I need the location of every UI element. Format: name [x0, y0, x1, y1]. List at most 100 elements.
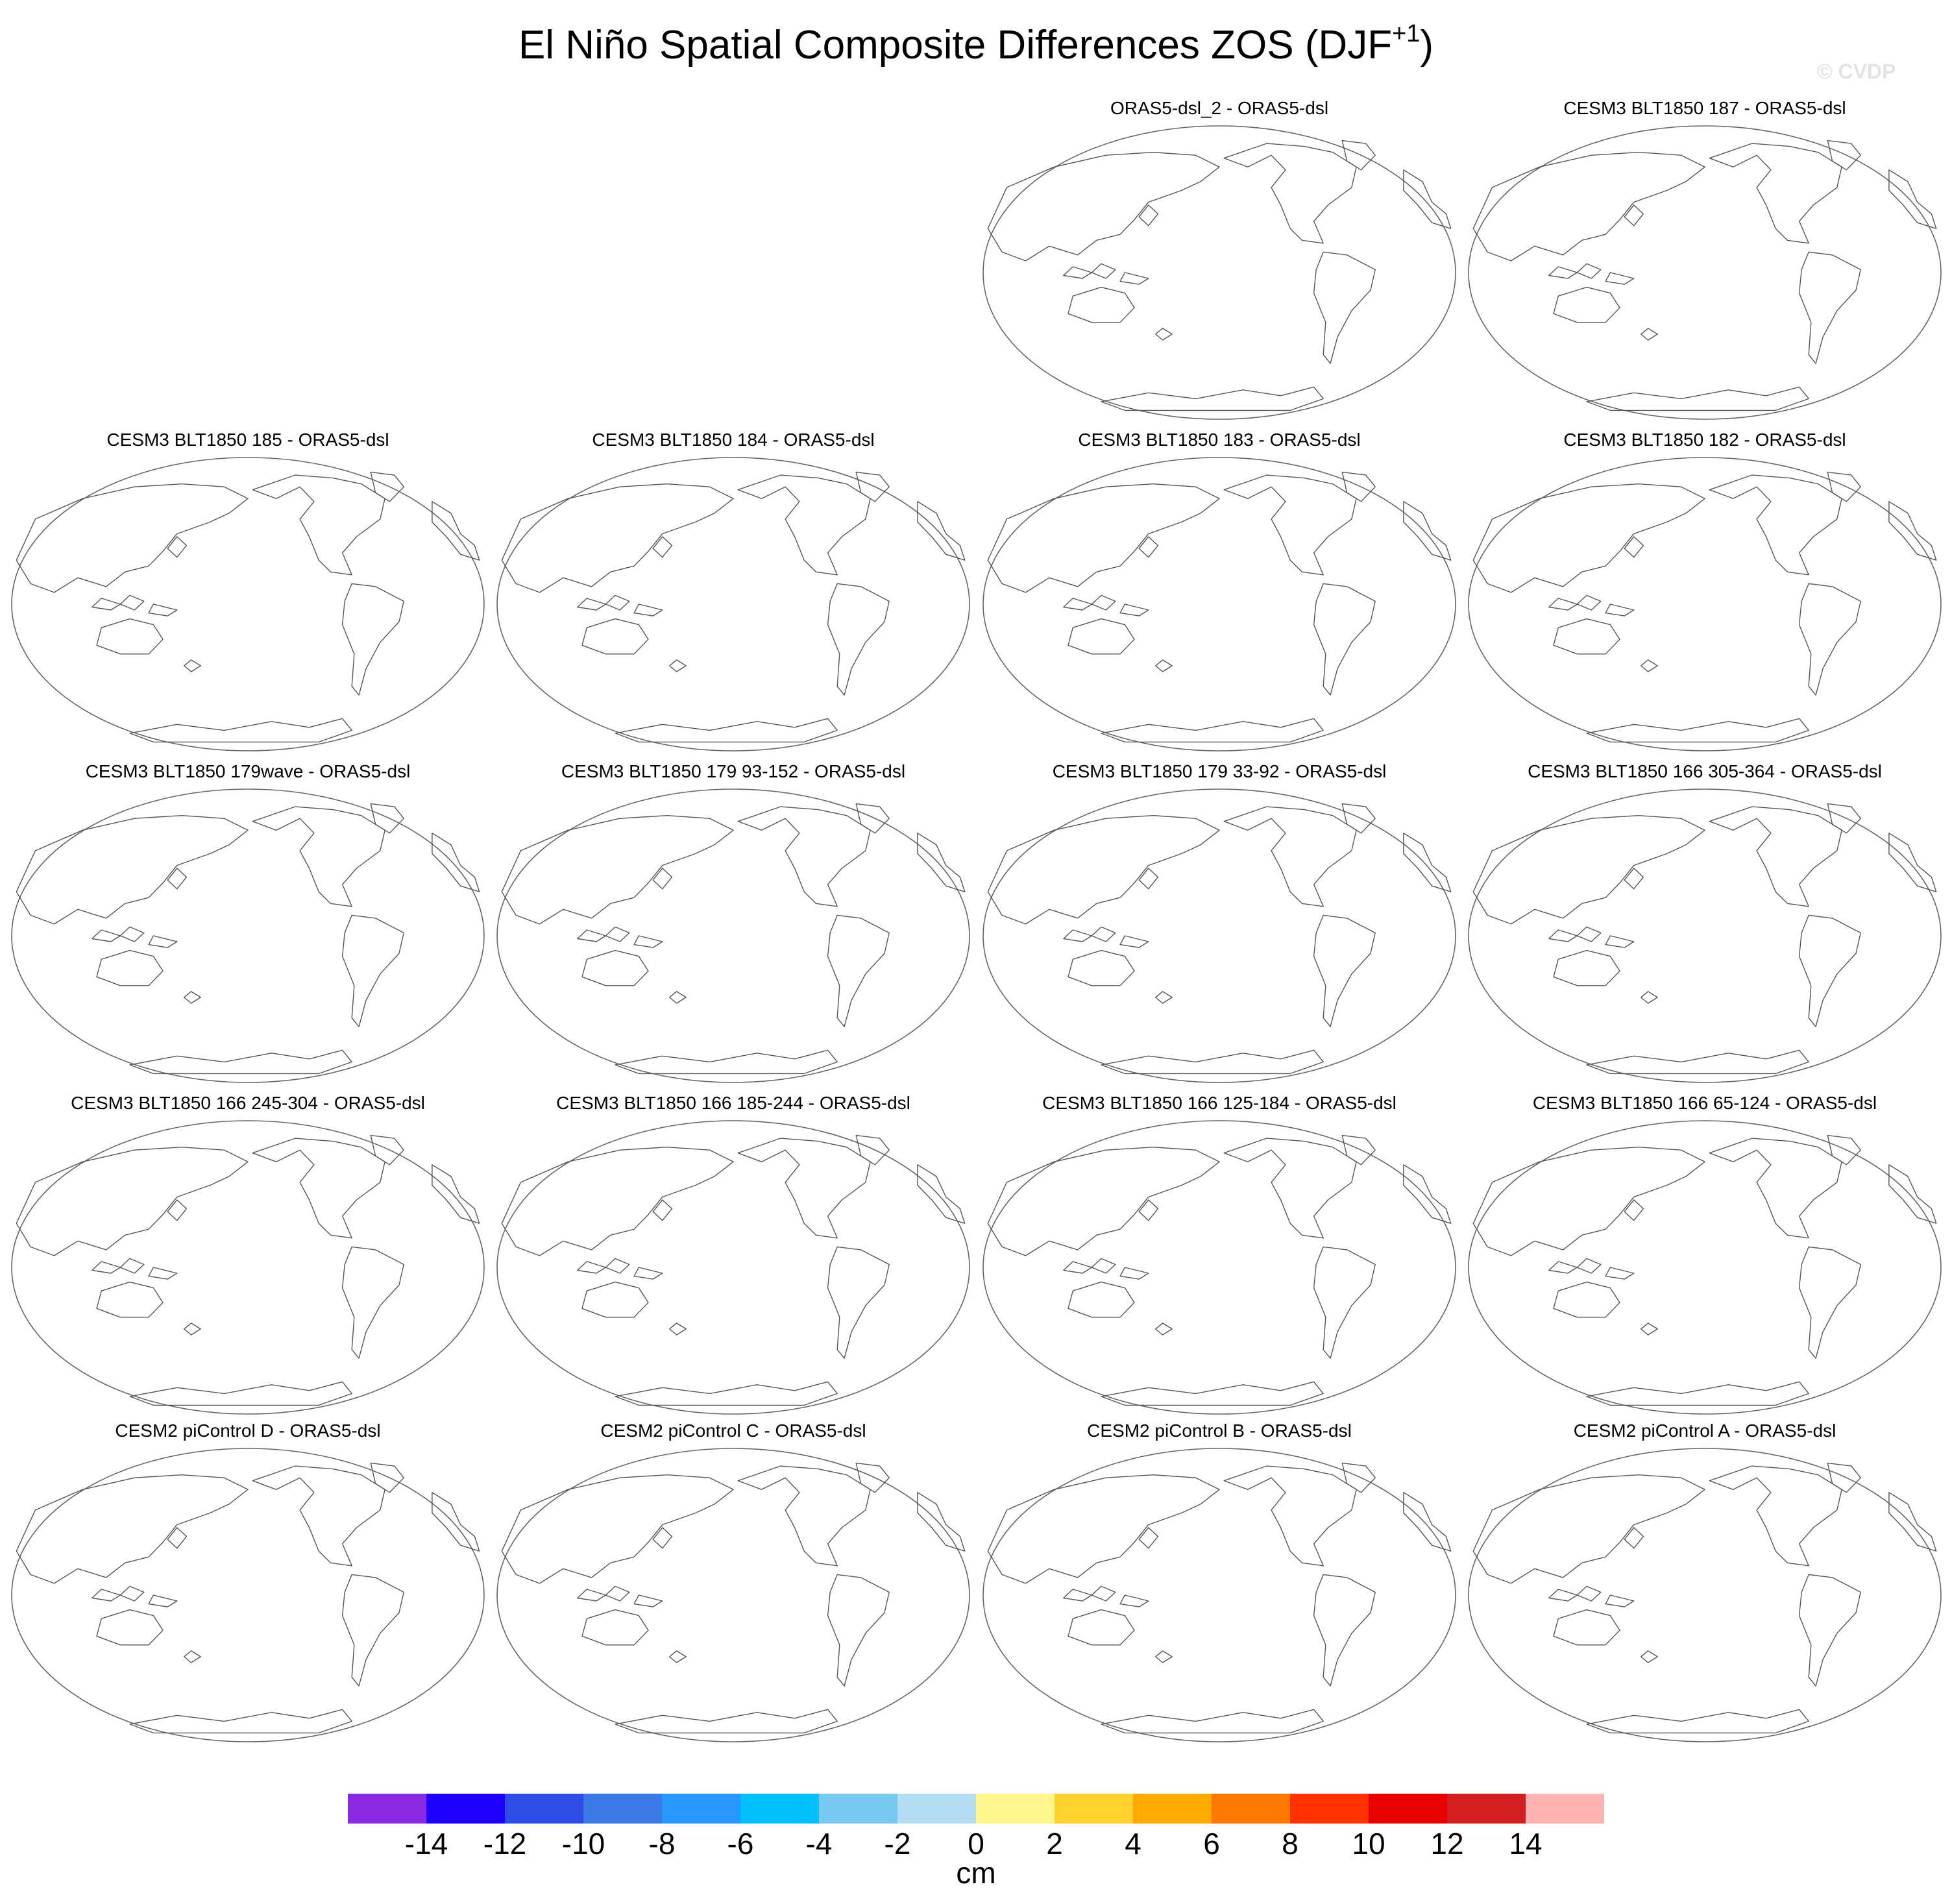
- colorbar-tick-label: 14: [1509, 1827, 1543, 1861]
- colorbar-tick-label: -12: [483, 1827, 527, 1861]
- map-panel: CESM3 BLT1850 187 - ORAS5-dsl: [1465, 97, 1945, 422]
- coastline: [341, 1574, 404, 1687]
- coastline: [167, 1199, 188, 1221]
- world-map: [496, 1448, 970, 1742]
- colorbar-tick-label: -2: [884, 1827, 911, 1861]
- coastline: [605, 926, 630, 942]
- coastline: [855, 1134, 890, 1166]
- map-projection-border: [11, 1120, 485, 1415]
- coastline: [1472, 483, 1705, 593]
- coastline: [1091, 1258, 1116, 1274]
- coastline: [92, 1589, 121, 1602]
- coastline: [652, 1199, 673, 1221]
- map-projection-border: [982, 1448, 1456, 1742]
- coastline: [1798, 914, 1861, 1027]
- coastline: [1101, 1709, 1324, 1734]
- coastline: [148, 604, 178, 616]
- map-panel: CESM3 BLT1850 183 - ORAS5-dsl: [979, 429, 1459, 753]
- map-panel: CESM2 piControl B - ORAS5-dsl: [979, 1420, 1459, 1744]
- coastline: [341, 583, 404, 696]
- coastline: [615, 1049, 838, 1075]
- coastline: [1548, 266, 1578, 279]
- coastline: [581, 618, 649, 655]
- coastline: [827, 1246, 890, 1359]
- map-projection-border: [11, 788, 485, 1083]
- colorbar-swatch: [583, 1794, 662, 1824]
- coastline: [370, 1134, 404, 1166]
- world-map: [982, 457, 1456, 751]
- colorbar-swatch: [1447, 1794, 1526, 1824]
- map-projection-border: [982, 788, 1456, 1083]
- coastline: [1548, 598, 1578, 611]
- coastline: [1155, 659, 1173, 672]
- title-close: ): [1420, 23, 1434, 67]
- colorbar-swatch: [819, 1794, 897, 1824]
- coastline: [1101, 1381, 1324, 1406]
- coastline: [1586, 1049, 1809, 1075]
- coastline: [1223, 143, 1357, 244]
- map-panel-title: CESM3 BLT1850 166 125-184 - ORAS5-dsl: [1042, 1093, 1397, 1113]
- coastline: [167, 868, 188, 890]
- map-panel: CESM3 BLT1850 166 185-244 - ORAS5-dsl: [493, 1092, 973, 1417]
- coastline: [119, 1258, 145, 1274]
- colorbar-tick-label: 6: [1203, 1827, 1220, 1861]
- map-projection-border: [496, 457, 970, 751]
- coastline: [1472, 1474, 1705, 1584]
- colorbar-swatch: [426, 1794, 505, 1824]
- coastline: [148, 1594, 178, 1607]
- coastline: [1888, 1492, 1937, 1552]
- coastline: [577, 1261, 607, 1274]
- colorbar-swatch: [897, 1794, 976, 1824]
- coastline: [92, 598, 121, 611]
- world-map: [982, 125, 1456, 420]
- title-superscript: +1: [1392, 20, 1421, 47]
- map-projection-border: [11, 457, 485, 751]
- coastline: [1068, 1609, 1135, 1646]
- colorbar-tick-label: 0: [968, 1827, 984, 1861]
- coastline: [652, 536, 673, 558]
- world-map: [982, 1120, 1456, 1415]
- coastline: [1553, 1281, 1620, 1318]
- coastline: [1624, 536, 1644, 558]
- map-panel-title: CESM3 BLT1850 187 - ORAS5-dsl: [1563, 98, 1846, 118]
- coastline: [1101, 718, 1324, 743]
- coastline: [1068, 1281, 1135, 1318]
- coastline: [633, 1267, 663, 1280]
- coastline: [1605, 935, 1635, 948]
- coastline: [1223, 1465, 1357, 1567]
- coastline: [96, 1281, 164, 1318]
- map-panel: CESM2 piControl A - ORAS5-dsl: [1465, 1420, 1945, 1744]
- title-text: El Niño Spatial Composite Differences ZO…: [518, 23, 1393, 67]
- coastline: [1827, 471, 1861, 502]
- map-projection-border: [1468, 1120, 1942, 1415]
- coastline: [917, 1492, 966, 1552]
- map-projection-border: [1468, 457, 1942, 751]
- coastline: [1068, 618, 1135, 655]
- map-panel: CESM3 BLT1850 179 33-92 - ORAS5-dsl: [979, 761, 1459, 1085]
- coastline: [1063, 929, 1093, 942]
- map-projection-border: [496, 1120, 970, 1415]
- coastline: [370, 1462, 404, 1493]
- coastline: [432, 1164, 480, 1224]
- coastline: [633, 1594, 663, 1607]
- map-panel: CESM3 BLT1850 179 93-152 - ORAS5-dsl: [493, 761, 973, 1085]
- map-projection-border: [982, 1120, 1456, 1415]
- coastline: [1091, 1585, 1116, 1602]
- coastline: [581, 1609, 649, 1646]
- world-map: [11, 1120, 485, 1415]
- coastline: [1624, 868, 1644, 890]
- map-projection-border: [982, 125, 1456, 420]
- world-map: [1468, 788, 1942, 1083]
- coastline: [1709, 474, 1842, 576]
- coastline: [1888, 501, 1937, 561]
- coastline: [1827, 803, 1861, 834]
- colorbar-swatch: [348, 1794, 426, 1824]
- world-map: [11, 788, 485, 1083]
- coastline: [605, 594, 630, 611]
- coastline: [855, 471, 890, 502]
- world-map: [11, 457, 485, 751]
- map-panel: CESM3 BLT1850 185 - ORAS5-dsl: [8, 429, 488, 753]
- colorbar-swatch: [1369, 1794, 1447, 1824]
- coastline: [1155, 991, 1173, 1004]
- world-map: [496, 457, 970, 751]
